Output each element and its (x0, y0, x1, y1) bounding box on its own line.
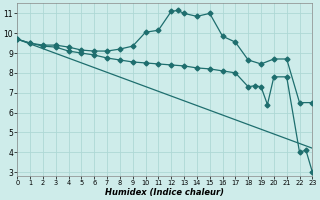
X-axis label: Humidex (Indice chaleur): Humidex (Indice chaleur) (105, 188, 224, 197)
